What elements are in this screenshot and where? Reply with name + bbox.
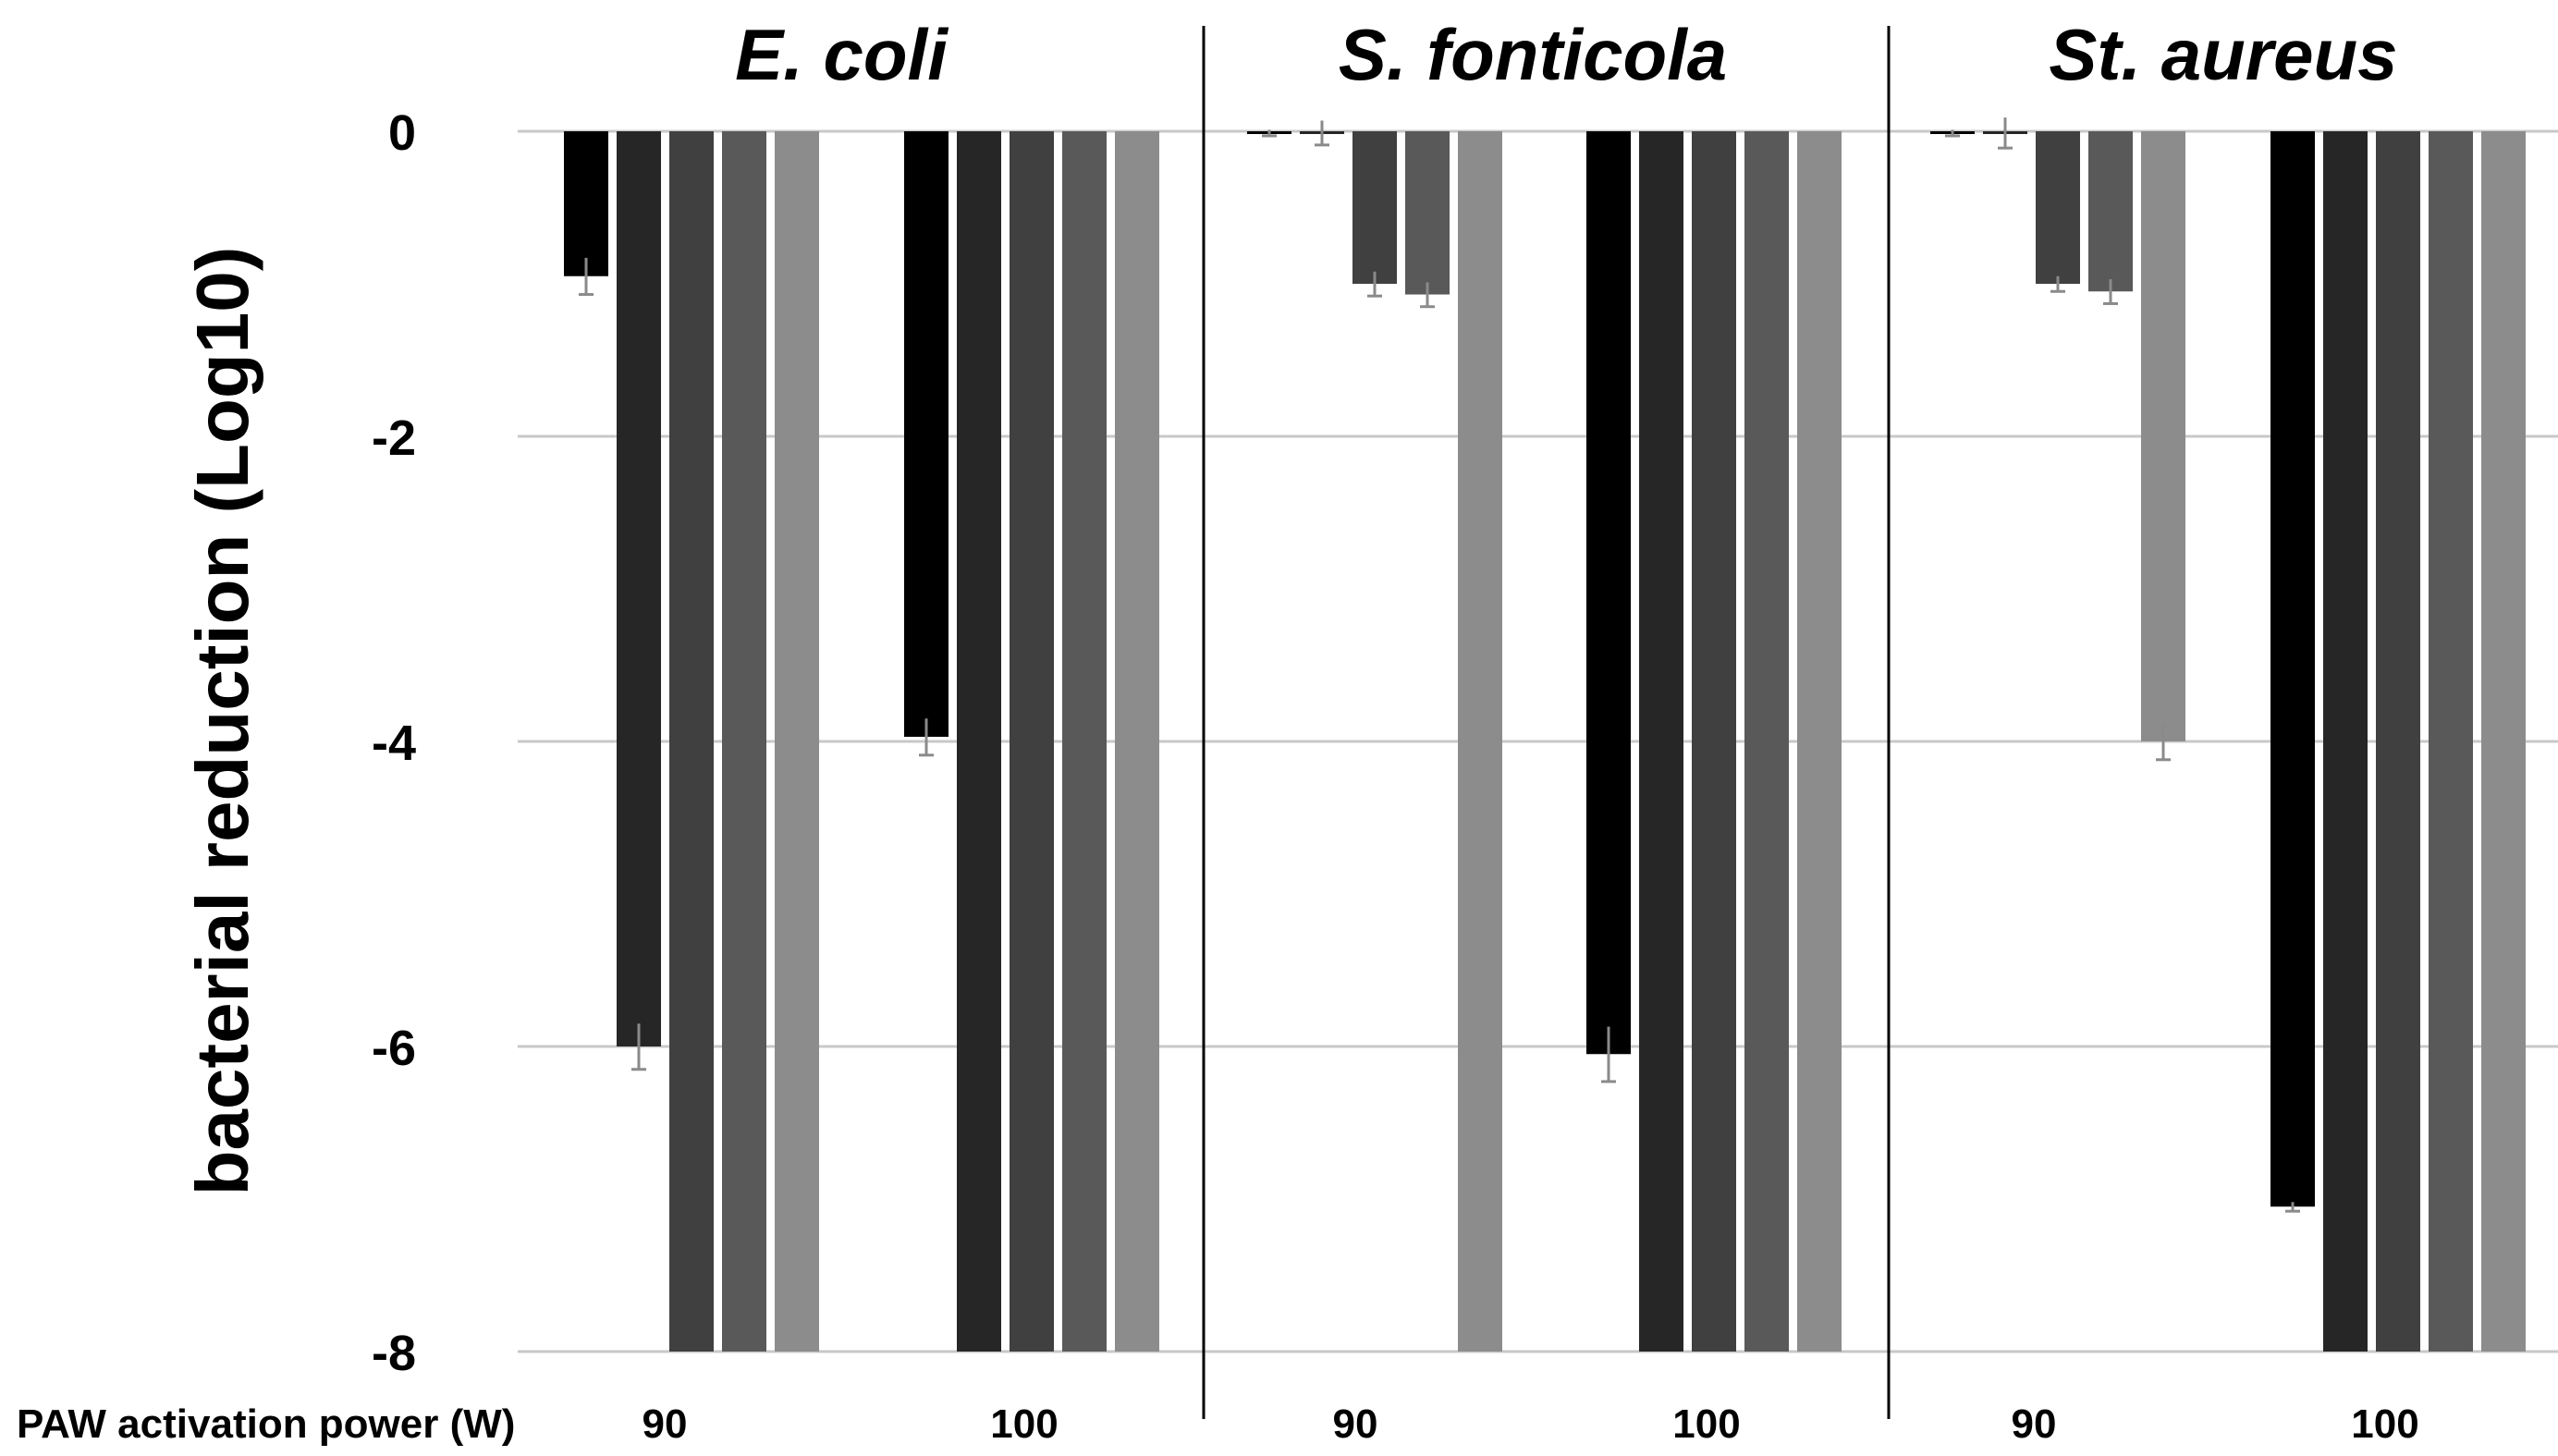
bar: [2429, 131, 2473, 1352]
bar: [2481, 131, 2526, 1352]
bar: [669, 131, 714, 1352]
bar: [2036, 131, 2080, 284]
y-tick-label: 0: [388, 105, 416, 161]
panel-title: St. aureus: [2049, 14, 2397, 95]
bar: [2270, 131, 2315, 1207]
bar: [1586, 131, 1631, 1055]
y-tick-label: -4: [372, 716, 416, 771]
y-tick-label: -2: [372, 410, 416, 466]
bar: [1639, 131, 1683, 1352]
x-category-label: 100: [1672, 1401, 1740, 1447]
panel-title: S. fonticola: [1339, 14, 1727, 95]
bar: [1115, 131, 1159, 1352]
x-axis-label: PAW activation power (W): [17, 1401, 515, 1447]
x-category-label: 90: [643, 1401, 688, 1447]
x-category-label: 100: [2351, 1401, 2418, 1447]
bar: [775, 131, 819, 1352]
bar: [1692, 131, 1736, 1352]
y-tick-labels: 0 -2 -4 -6 -8: [372, 105, 416, 1381]
x-category-label: 90: [2012, 1401, 2057, 1447]
panel-dividers: [1202, 26, 1891, 1419]
bar: [2323, 131, 2368, 1352]
bar: [564, 131, 608, 276]
x-category-labels: 90 100 90 100 90 100: [643, 1401, 2419, 1447]
bars: [564, 131, 2526, 1352]
bar: [904, 131, 949, 738]
bar: [1744, 131, 1789, 1352]
panel-title: E. coli: [735, 14, 949, 95]
x-category-label: 90: [1333, 1401, 1378, 1447]
bar: [1405, 131, 1450, 295]
bar: [1797, 131, 1842, 1352]
bar: [722, 131, 766, 1352]
y-axis-label: bacterial reduction (Log10): [181, 247, 263, 1196]
bar: [1062, 131, 1107, 1352]
gridlines: [518, 129, 2558, 1353]
bar: [1458, 131, 1502, 1352]
bar: [617, 131, 661, 1046]
y-tick-label: -8: [372, 1326, 416, 1381]
bar: [2376, 131, 2420, 1352]
bar: [957, 131, 1001, 1352]
bar: [2141, 131, 2185, 741]
panel-titles: E. coli S. fonticola St. aureus: [735, 14, 2397, 95]
bar: [2088, 131, 2133, 292]
y-tick-label: -6: [372, 1021, 416, 1076]
error-bars: [579, 117, 2300, 1213]
bar: [1352, 131, 1397, 284]
bar: [1010, 131, 1054, 1352]
x-category-label: 100: [990, 1401, 1058, 1447]
